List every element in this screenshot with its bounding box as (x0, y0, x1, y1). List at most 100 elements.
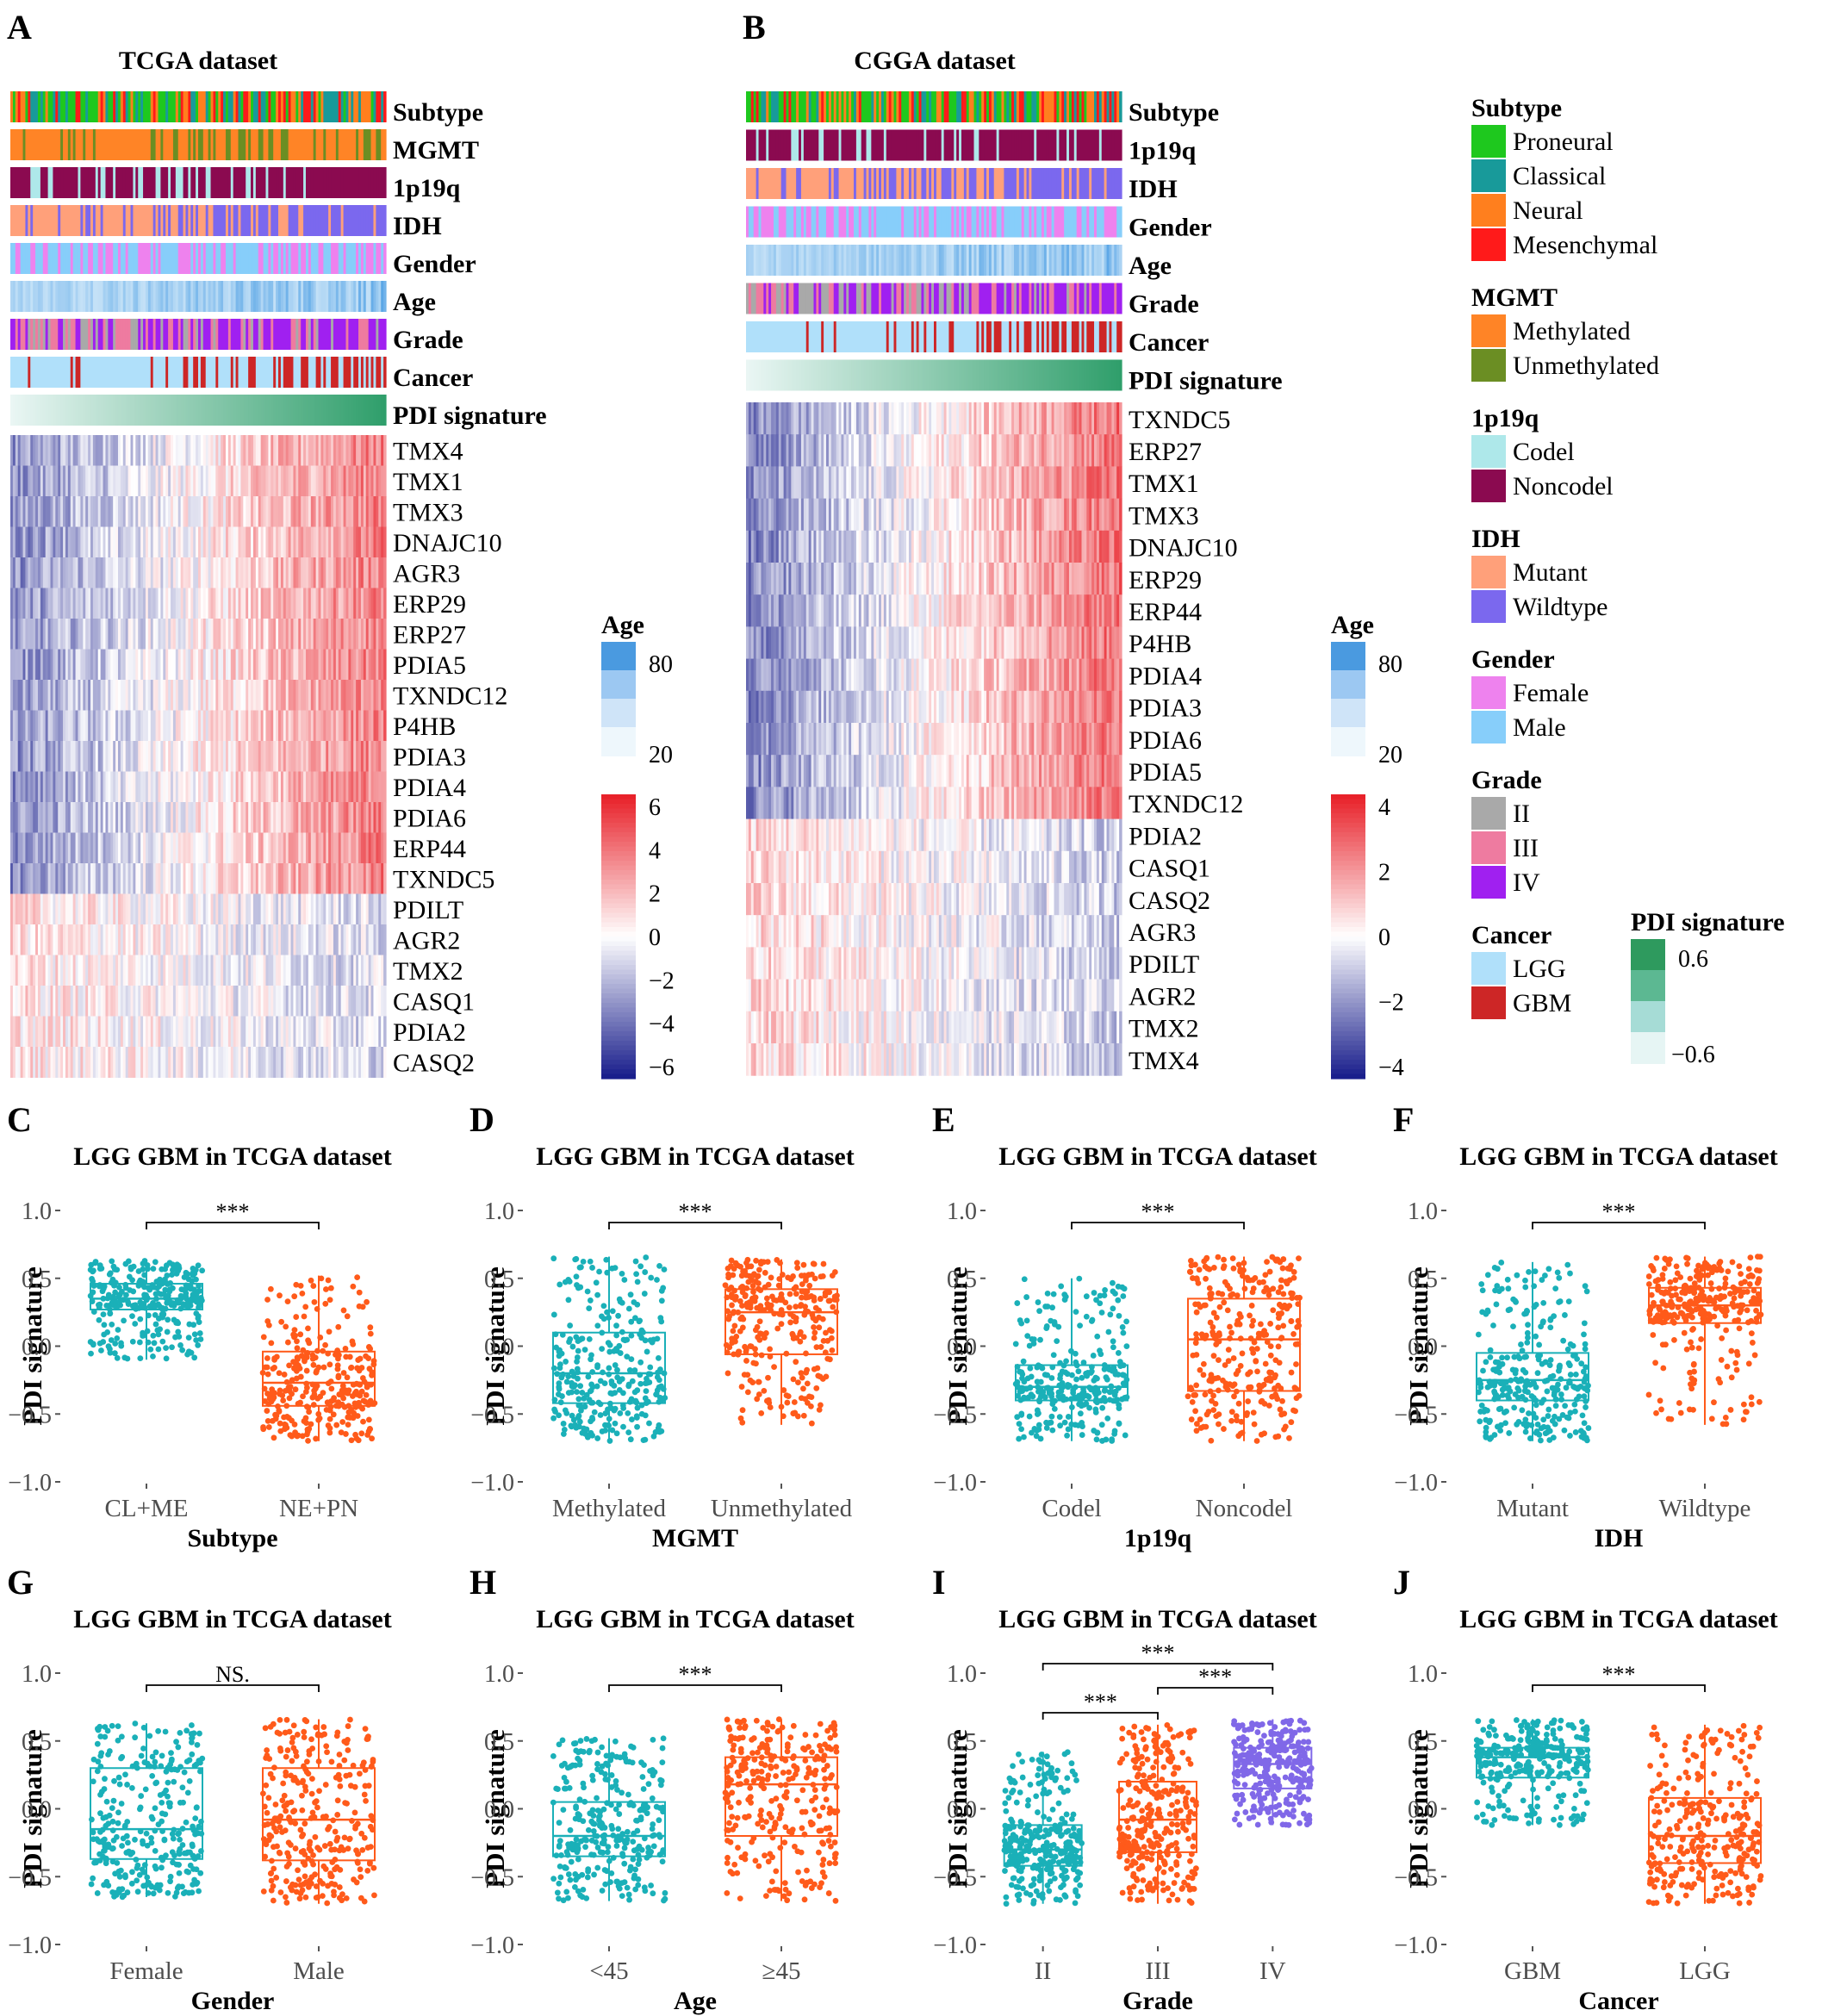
data-point (326, 1361, 333, 1368)
data-point (187, 1283, 194, 1290)
data-point (765, 1374, 771, 1381)
data-point (661, 1897, 667, 1904)
data-point (1571, 1401, 1578, 1408)
data-point (1282, 1423, 1289, 1430)
gene-label: PDIA5 (393, 651, 466, 680)
data-point (1756, 1276, 1763, 1282)
data-point (724, 1838, 731, 1844)
data-point (790, 1410, 797, 1417)
data-point (1522, 1416, 1529, 1423)
data-point (1037, 1393, 1044, 1400)
data-point (1705, 1265, 1712, 1272)
data-point (119, 1843, 125, 1849)
data-point (812, 1807, 818, 1814)
box-group (1645, 1254, 1764, 1428)
data-point (1754, 1266, 1760, 1273)
gene-label: PDIA2 (1129, 822, 1202, 850)
data-point (340, 1370, 347, 1376)
data-point (365, 1355, 372, 1362)
data-point (762, 1335, 768, 1341)
data-point (1056, 1414, 1063, 1421)
data-point (96, 1316, 103, 1323)
y-tick-label: −1.0 (933, 1932, 977, 1959)
data-point (1483, 1433, 1489, 1440)
data-point (290, 1745, 297, 1752)
data-point (345, 1723, 351, 1729)
data-point (1252, 1807, 1259, 1814)
data-point (1556, 1274, 1563, 1281)
data-point (1558, 1397, 1565, 1403)
data-point (344, 1374, 351, 1381)
data-point (303, 1367, 310, 1374)
expr-legend-step (601, 1012, 636, 1018)
data-point (124, 1889, 131, 1895)
box-iqr (1476, 1352, 1589, 1402)
data-point (299, 1792, 305, 1799)
data-point (1047, 1870, 1054, 1877)
panel-label: F (1393, 1100, 1414, 1139)
data-point (1705, 1272, 1711, 1279)
gene-label: ERP29 (393, 590, 466, 619)
data-point (1116, 1359, 1123, 1366)
data-point (1044, 1790, 1050, 1797)
data-point (1123, 1318, 1130, 1325)
data-point (1738, 1292, 1744, 1299)
data-point (1249, 1790, 1256, 1797)
data-point (819, 1862, 826, 1868)
data-point (88, 1350, 94, 1357)
data-point (589, 1265, 595, 1271)
expr-legend-step (1331, 884, 1365, 890)
data-point (648, 1274, 655, 1281)
data-point (765, 1281, 772, 1288)
data-point (1565, 1298, 1572, 1305)
expr-legend-step (601, 1036, 636, 1042)
data-point (1523, 1423, 1530, 1430)
data-point (170, 1859, 176, 1866)
data-point (345, 1747, 351, 1753)
data-point (567, 1876, 574, 1883)
data-point (1072, 1350, 1079, 1357)
data-point (1515, 1418, 1522, 1425)
data-point (1270, 1307, 1277, 1314)
data-point (731, 1322, 738, 1329)
expr-legend-step (601, 804, 636, 810)
data-point (583, 1426, 590, 1433)
data-point (185, 1348, 192, 1355)
heatmap-row (10, 526, 387, 558)
data-point (1129, 1803, 1136, 1810)
data-point (1493, 1391, 1500, 1398)
x-tick-label: III (1146, 1957, 1171, 1985)
age-legend-swatch (601, 642, 636, 671)
data-point (1083, 1293, 1090, 1300)
data-point (356, 1367, 363, 1374)
data-point (358, 1874, 364, 1881)
data-point (1152, 1829, 1159, 1836)
data-point (584, 1288, 591, 1295)
box-group (259, 1274, 378, 1444)
data-point (1174, 1799, 1181, 1805)
data-point (1539, 1360, 1545, 1367)
data-point (1286, 1811, 1293, 1818)
data-point (581, 1403, 588, 1410)
data-point (336, 1884, 343, 1890)
data-point (1275, 1779, 1281, 1785)
data-point (557, 1365, 563, 1372)
data-point (295, 1779, 302, 1786)
data-point (171, 1893, 178, 1900)
data-point (586, 1305, 593, 1312)
y-tick-label: 1.0 (484, 1198, 514, 1225)
data-point (1141, 1736, 1147, 1743)
data-point (647, 1364, 654, 1371)
data-point (628, 1743, 634, 1750)
data-point (1564, 1346, 1571, 1353)
expr-legend-step (601, 884, 636, 890)
data-point (557, 1874, 564, 1881)
data-point (1260, 1332, 1267, 1339)
data-point (273, 1412, 280, 1419)
heatmap-row (746, 979, 1122, 1012)
data-point (634, 1817, 641, 1824)
data-point (594, 1749, 601, 1756)
data-point (1203, 1254, 1210, 1261)
data-point (327, 1285, 334, 1291)
data-point (816, 1324, 823, 1331)
